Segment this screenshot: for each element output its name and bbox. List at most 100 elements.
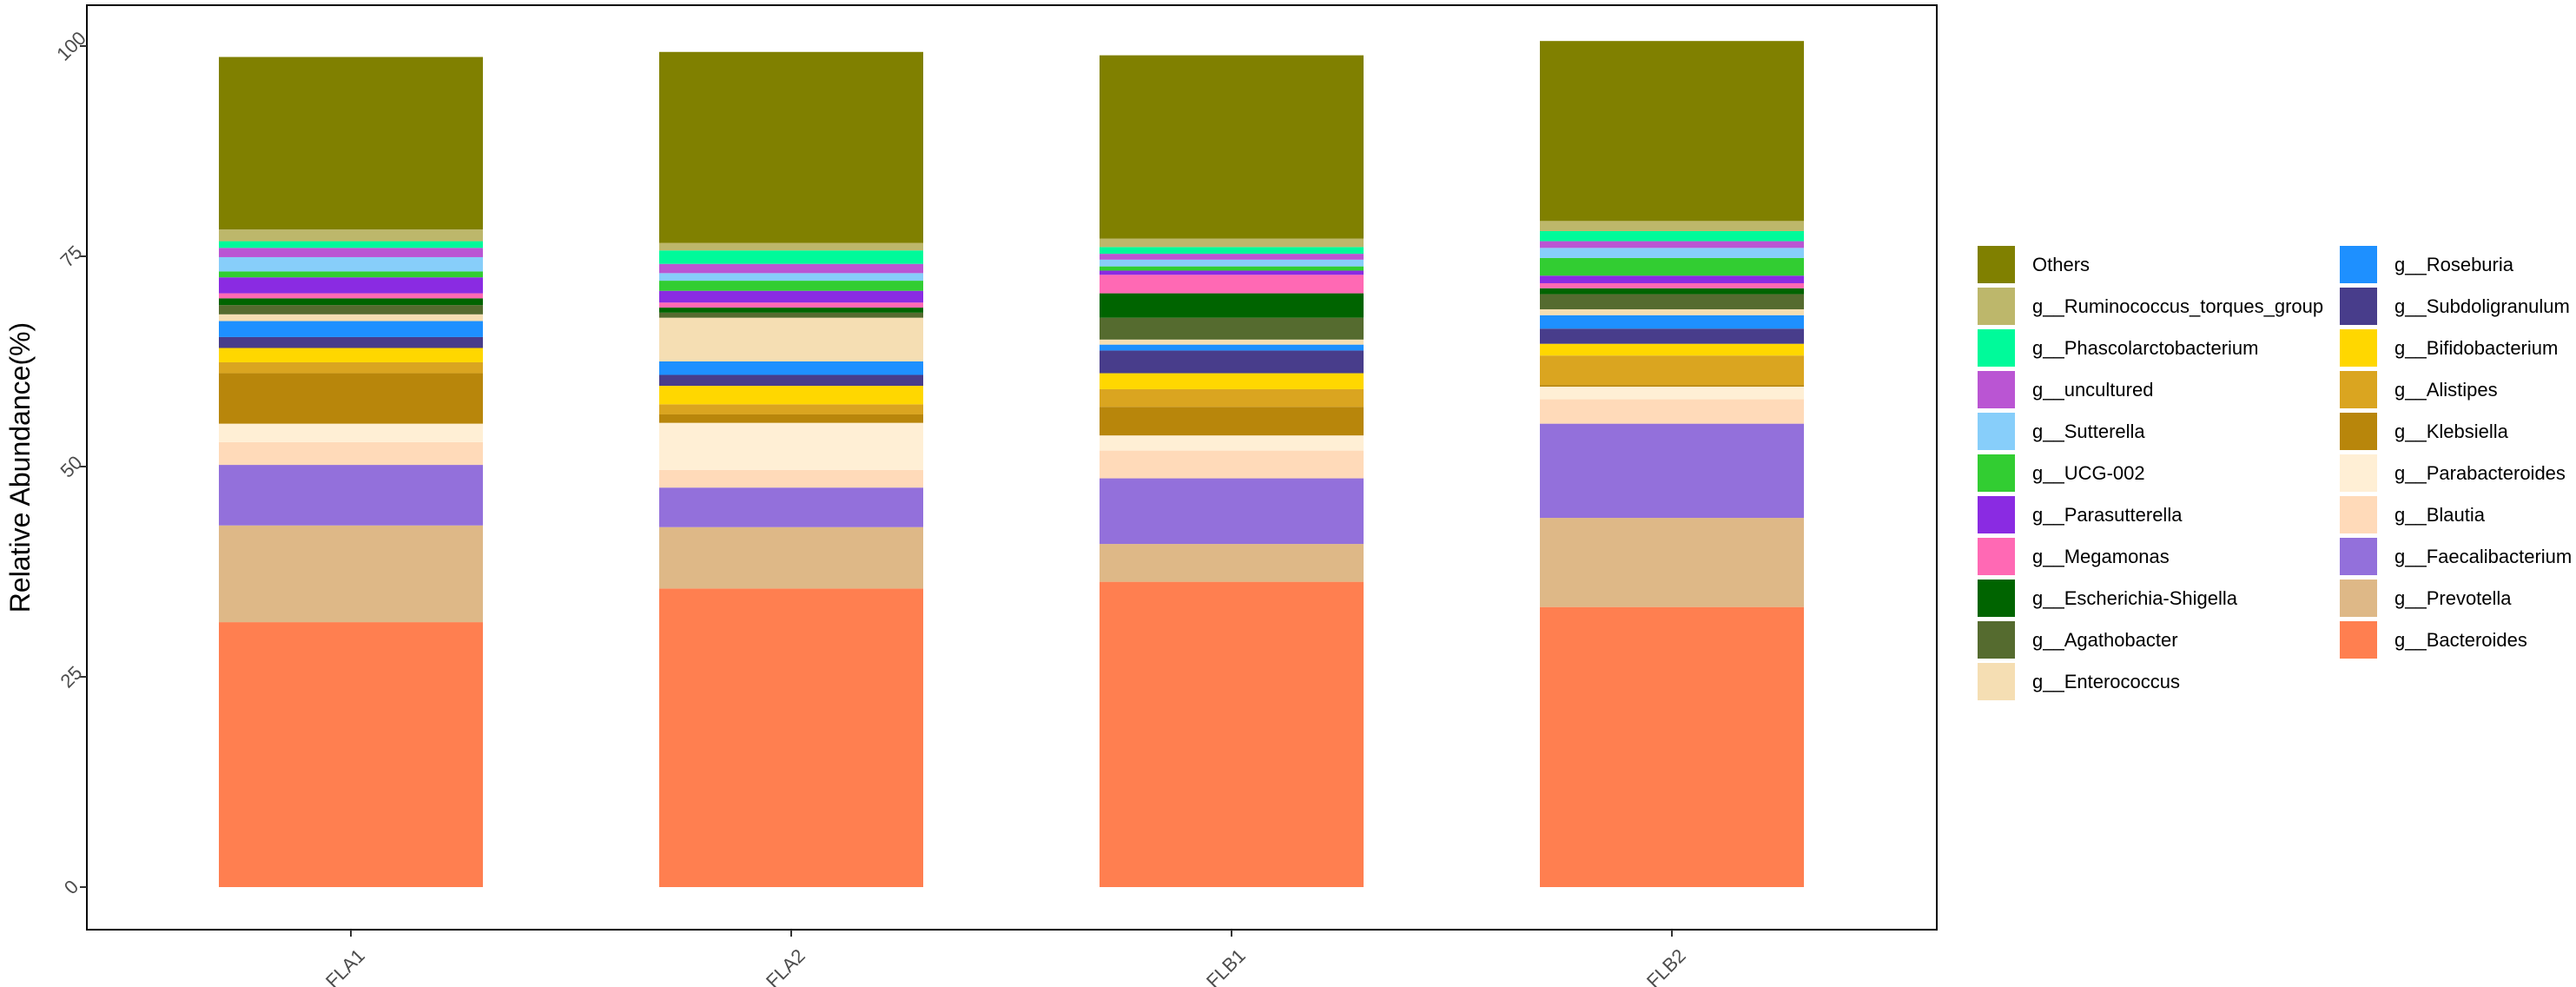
bar-segment-FLB1-g__Enterococcus (1100, 339, 1364, 345)
bar-segment-FLB1-g__Agathobacter (1100, 317, 1364, 340)
bar-segment-FLA1-g__Klebsiella (219, 373, 483, 424)
bar-segment-FLB2-g__Parasutterella (1540, 275, 1804, 283)
y-axis: 0 25 50 75 100 (52, 27, 90, 898)
bar-segment-FLB1-g__Sutterella (1100, 259, 1364, 267)
legend-label-g__Prevotella: g__Prevotella (2394, 587, 2512, 609)
bar-segment-FLB1-g__Alistipes (1100, 388, 1364, 407)
legend-key-g__Agathobacter (1978, 621, 2015, 659)
bar-segment-FLA2-g__Bacteroides (659, 588, 923, 887)
x-tick-label-FLA2: FLA2 (762, 944, 809, 987)
bar-segment-FLA2-g__UCG-002 (659, 281, 923, 291)
bar-segment-FLA1-g__Phascolarctobacterium (219, 241, 483, 248)
legend-label-g__Faecalibacterium: g__Faecalibacterium (2394, 546, 2572, 567)
bar-segment-FLA2-Others (659, 51, 923, 243)
bar-segment-FLA1-g__Blautia (219, 441, 483, 466)
y-tick-label: 0 (60, 876, 83, 898)
bar-segment-FLA2-g__Alistipes (659, 404, 923, 414)
legend-label-g__UCG-002: g__UCG-002 (2032, 462, 2145, 484)
bar-segment-FLA2-g__Agathobacter (659, 312, 923, 318)
bar-segment-FLA1-Others (219, 56, 483, 230)
bar-segment-FLB2-g__Prevotella (1540, 518, 1804, 607)
bar-segment-FLA2-g__Subdoligranulum (659, 374, 923, 387)
legend-key-g__Subdoligranulum (2340, 288, 2377, 325)
legend-key-g__Ruminococcus_torques_group (1978, 288, 2015, 325)
bar-segment-FLB1-g__Escherichia-Shigella (1100, 293, 1364, 318)
legend-key-Others (1978, 246, 2015, 283)
bar-segment-FLB2-g__Subdoligranulum (1540, 328, 1804, 344)
bar-segment-FLB1-g__Megamonas (1100, 275, 1364, 294)
legend-label-g__uncultured: g__uncultured (2032, 379, 2153, 401)
legend-label-g__Bifidobacterium: g__Bifidobacterium (2394, 337, 2558, 359)
bar-segment-FLA1-g__Prevotella (219, 525, 483, 623)
y-tick-label: 100 (52, 27, 90, 65)
x-tick-label-FLB2: FLB2 (1642, 944, 1690, 987)
bar-segment-FLA1-g__Parasutterella (219, 277, 483, 294)
bar-segment-FLB1-g__Parabacteroides (1100, 435, 1364, 451)
legend-key-g__Roseburia (2340, 246, 2377, 283)
x-axis: FLA1 FLA2 FLB1 FLB2 (321, 930, 1690, 987)
bar-segment-FLB1-g__uncultured (1100, 254, 1364, 260)
bar-segment-FLB1-g__Ruminococcus_torques_group (1100, 238, 1364, 248)
legend-label-g__Escherichia-Shigella: g__Escherichia-Shigella (2032, 587, 2238, 609)
bar-segment-FLB1-g__Faecalibacterium (1100, 478, 1364, 545)
x-tick-label-FLB1: FLB1 (1202, 944, 1250, 987)
legend-label-g__Blautia: g__Blautia (2394, 504, 2486, 526)
legend-key-g__Megamonas (1978, 538, 2015, 575)
legend-key-g__Bacteroides (2340, 621, 2377, 659)
legend-label-g__Alistipes: g__Alistipes (2394, 379, 2498, 401)
bar-segment-FLA2-g__Escherichia-Shigella (659, 308, 923, 313)
legend-label-Others: Others (2032, 254, 2090, 275)
bar-segment-FLB2-g__Phascolarctobacterium (1540, 230, 1804, 242)
legend-key-g__Escherichia-Shigella (1978, 580, 2015, 617)
legend-key-g__Parasutterella (1978, 496, 2015, 533)
bar-segment-FLB1-g__Bifidobacterium (1100, 373, 1364, 389)
legend-label-g__Bacteroides: g__Bacteroides (2394, 629, 2527, 651)
bar-segment-FLB1-Others (1100, 55, 1364, 239)
bar-segment-FLA1-g__Bifidobacterium (219, 348, 483, 362)
bar-segment-FLA1-g__Sutterella (219, 256, 483, 272)
legend: Others g__Ruminococcus_torques_group g__Ph… (1978, 246, 2572, 700)
legend-key-g__Alistipes (2340, 371, 2377, 408)
bar-segment-FLA1-g__Enterococcus (219, 314, 483, 321)
legend-key-g__Faecalibacterium (2340, 538, 2377, 575)
legend-label-g__Sutterella: g__Sutterella (2032, 421, 2145, 442)
legend-label-g__Parabacteroides: g__Parabacteroides (2394, 462, 2566, 484)
bar-segment-FLA2-g__Sutterella (659, 273, 923, 282)
bar-segment-FLB2-g__Agathobacter (1540, 294, 1804, 309)
legend-key-g__UCG-002 (1978, 454, 2015, 492)
x-tick-label-FLA1: FLA1 (321, 944, 369, 987)
bar-segment-FLB2-g__uncultured (1540, 241, 1804, 248)
bar-segment-FLB2-g__Faecalibacterium (1540, 423, 1804, 519)
y-tick-label: 75 (56, 242, 87, 272)
bar-segment-FLA2-g__Blautia (659, 469, 923, 488)
bar-segment-FLA1-g__Escherichia-Shigella (219, 298, 483, 306)
bar-segment-FLA2-g__Prevotella (659, 527, 923, 589)
bar-segment-FLA2-g__Phascolarctobacterium (659, 250, 923, 264)
bar-segment-FLB2-g__Ruminococcus_torques_group (1540, 221, 1804, 231)
bar-segment-FLA1-g__Bacteroides (219, 622, 483, 887)
bars-group (219, 41, 1804, 887)
bar-segment-FLA1-g__Alistipes (219, 361, 483, 374)
bar-segment-FLA2-g__Bifidobacterium (659, 386, 923, 405)
bar-segment-FLA2-g__Parabacteroides (659, 422, 923, 470)
bar-segment-FLB2-g__Parabacteroides (1540, 387, 1804, 400)
bar-segment-FLA2-g__Parasutterella (659, 290, 923, 303)
bar-segment-FLB1-g__Phascolarctobacterium (1100, 247, 1364, 255)
bar-segment-FLB1-g__UCG-002 (1100, 266, 1364, 271)
bar-segment-FLB1-g__Subdoligranulum (1100, 350, 1364, 374)
bar-segment-FLB1-g__Bacteroides (1100, 581, 1364, 887)
bar-segment-FLB2-g__Sutterella (1540, 248, 1804, 258)
bar-segment-FLB1-g__Blautia (1100, 450, 1364, 479)
legend-label-g__Agathobacter: g__Agathobacter (2032, 629, 2178, 651)
bar-segment-FLB2-g__UCG-002 (1540, 257, 1804, 276)
bar-segment-FLB2-g__Alistipes (1540, 355, 1804, 386)
y-tick-label: 50 (56, 452, 87, 482)
legend-key-g__Blautia (2340, 496, 2377, 533)
bar-segment-FLA1-g__uncultured (219, 248, 483, 257)
bar-segment-FLA2-g__Megamonas (659, 302, 923, 308)
bar-segment-FLA2-g__Klebsiella (659, 414, 923, 423)
legend-key-g__Klebsiella (2340, 413, 2377, 450)
bar-segment-FLB2-g__Bacteroides (1540, 606, 1804, 887)
bar-segment-FLB1-g__Klebsiella (1100, 407, 1364, 436)
bar-segment-FLA1-g__Ruminococcus_torques_group (219, 229, 483, 242)
